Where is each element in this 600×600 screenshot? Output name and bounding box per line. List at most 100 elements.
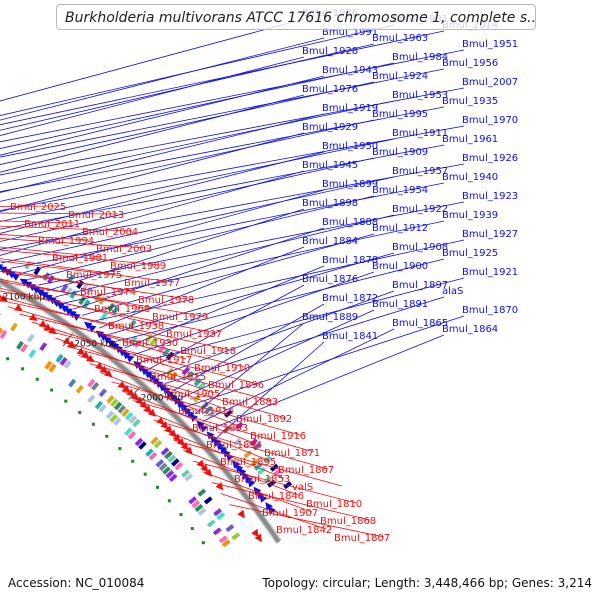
gene-label[interactable]: Bmul_1968: [94, 304, 150, 315]
gene-label[interactable]: Bmul_1884: [302, 236, 358, 247]
gene-label[interactable]: Bmul_1938: [108, 321, 164, 332]
gene-label[interactable]: Bmul_1841: [322, 331, 378, 342]
gene-label[interactable]: Bmul_1935: [442, 96, 498, 107]
gene-label[interactable]: Bmul_1918: [180, 346, 236, 357]
gene-label[interactable]: Bmul_1921: [462, 267, 518, 278]
gene-label[interactable]: Bmul_1865: [392, 318, 448, 329]
gene-label[interactable]: Bmul_1994: [38, 236, 94, 247]
gene-label[interactable]: Bmul_1868: [320, 516, 376, 527]
gene-label[interactable]: Bmul_1897: [392, 280, 448, 291]
gene-label[interactable]: Bmul_1976: [302, 84, 358, 95]
gene-label[interactable]: Bmul_1889: [302, 312, 358, 323]
gene-label[interactable]: Bmul_1867: [278, 465, 334, 476]
gene-label[interactable]: Bmul_1914: [178, 406, 234, 417]
cog-block: [110, 398, 119, 407]
gene-label[interactable]: Bmul_1950: [322, 141, 378, 152]
cog-block: [121, 408, 130, 418]
gene-label[interactable]: Bmul_1923: [462, 191, 518, 202]
gene-label[interactable]: Bmul_2025: [10, 202, 66, 213]
gene-label[interactable]: Bmul_1907: [262, 508, 318, 519]
gene-label[interactable]: Bmul_1951: [462, 39, 518, 50]
gene-label[interactable]: Bmul_1872: [322, 293, 378, 304]
gene-label[interactable]: Bmul_2003: [96, 244, 152, 255]
gene-label[interactable]: Bmul_1974: [80, 287, 136, 298]
gene-label[interactable]: Bmul_1898: [302, 198, 358, 209]
gene-label[interactable]: Bmul_1895: [220, 457, 276, 468]
gene-label[interactable]: Bmul_1870: [462, 305, 518, 316]
gene-label[interactable]: Bmul_1984: [392, 52, 448, 63]
gene-label[interactable]: Bmul_1940: [442, 172, 498, 183]
gene-label[interactable]: Bmul_1927: [462, 229, 518, 240]
gene-label[interactable]: Bmul_1924: [372, 71, 428, 82]
gene-label[interactable]: Bmul_1953: [392, 90, 448, 101]
gene-label[interactable]: Bmul_1916: [250, 431, 306, 442]
gene-label[interactable]: Bmul_1891: [372, 299, 428, 310]
gene-label[interactable]: Bmul_1878: [322, 255, 378, 266]
gene-label[interactable]: Bmul_1979: [152, 312, 208, 323]
gene-label[interactable]: Bmul_2013: [68, 210, 124, 221]
gene-label[interactable]: Bmul_1930: [122, 338, 178, 349]
gene-label[interactable]: Bmul_1925: [442, 248, 498, 259]
gene-label[interactable]: Bmul_1945: [302, 160, 358, 171]
gene-label[interactable]: Bmul_1909: [372, 147, 428, 158]
cog-block: [91, 381, 100, 391]
cog-block: [188, 496, 197, 505]
gene-label[interactable]: Bmul_1970: [462, 115, 518, 126]
gene-label[interactable]: Bmul_1943: [322, 65, 378, 76]
gene-label[interactable]: Bmul_1864: [442, 324, 498, 335]
gene-label[interactable]: Bmul_1961: [442, 134, 498, 145]
gene-label[interactable]: valS: [292, 482, 313, 493]
gene-arrow-plus: [103, 336, 112, 345]
gene-label[interactable]: Bmul_1892: [236, 414, 292, 425]
gene-label[interactable]: Bmul_1846: [248, 491, 304, 502]
label-leader-line: [0, 138, 395, 222]
gene-label[interactable]: Bmul_1991: [322, 27, 378, 38]
gene-label[interactable]: Bmul_1883: [222, 397, 278, 408]
minus-strand-labels: Bmul_2025Bmul_2013Bmul_2011Bmul_2004Bmul…: [0, 202, 390, 544]
gene-label[interactable]: Bmul_1922: [392, 204, 448, 215]
gene-label[interactable]: Bmul_1807: [334, 533, 390, 544]
gene-label[interactable]: Bmul_1975: [66, 270, 122, 281]
gene-label[interactable]: Bmul_1899: [322, 179, 378, 190]
gene-label[interactable]: Bmul_2004: [82, 227, 138, 238]
gene-label[interactable]: Bmul_2011: [24, 219, 80, 230]
gene-label[interactable]: Bmul_1871: [264, 448, 320, 459]
gene-label[interactable]: Bmul_1963: [372, 33, 428, 44]
gene-label[interactable]: Bmul_1957: [392, 166, 448, 177]
gene-label[interactable]: Bmul_1954: [372, 185, 428, 196]
gene-label[interactable]: Bmul_1929: [302, 122, 358, 133]
gene-label[interactable]: Bmul_1810: [306, 499, 362, 510]
gene-label[interactable]: Bmul_1876: [302, 274, 358, 285]
gene-label[interactable]: Bmul_1911: [392, 128, 448, 139]
gene-label[interactable]: Bmul_1900: [372, 261, 428, 272]
cog-block: [98, 404, 107, 413]
gene-label[interactable]: Bmul_1915: [150, 372, 206, 383]
gene-label[interactable]: Bmul_1912: [372, 223, 428, 234]
gene-label[interactable]: Bmul_1910: [194, 363, 250, 374]
gene-label[interactable]: Bmul_1905: [164, 389, 220, 400]
gene-label[interactable]: Bmul_1977: [124, 278, 180, 289]
gene-label[interactable]: alaS: [442, 286, 463, 297]
gene-label[interactable]: Bmul_1908: [392, 242, 448, 253]
gene-label[interactable]: Bmul_1978: [138, 295, 194, 306]
gene-label[interactable]: Bmul_1842: [276, 525, 332, 536]
gene-label[interactable]: Bmul_1896: [208, 380, 264, 391]
gene-label[interactable]: Bmul_1893: [192, 423, 248, 434]
gene-label[interactable]: Bmul_1919: [322, 103, 378, 114]
gene-label[interactable]: Bmul_1981: [52, 253, 108, 264]
gene-label[interactable]: Bmul_1995: [372, 109, 428, 120]
gene-label[interactable]: Bmul_1888: [322, 217, 378, 228]
cog-block: [109, 413, 118, 423]
cog-block: [134, 437, 144, 447]
gene-label[interactable]: Bmul_1989: [110, 261, 166, 272]
gene-label[interactable]: Bmul_1853: [234, 474, 290, 485]
gene-label[interactable]: Bmul_1939: [442, 210, 498, 221]
gene-label[interactable]: Bmul_1956: [442, 58, 498, 69]
gene-label[interactable]: Bmul_1928: [302, 46, 358, 57]
gene-label[interactable]: Bmul_1937: [166, 329, 222, 340]
gene-label[interactable]: Bmul_1894: [206, 440, 262, 451]
gene-arrow-plus: [140, 367, 149, 376]
gene-label[interactable]: Bmul_2007: [462, 77, 518, 88]
gene-label[interactable]: Bmul_1926: [462, 153, 518, 164]
